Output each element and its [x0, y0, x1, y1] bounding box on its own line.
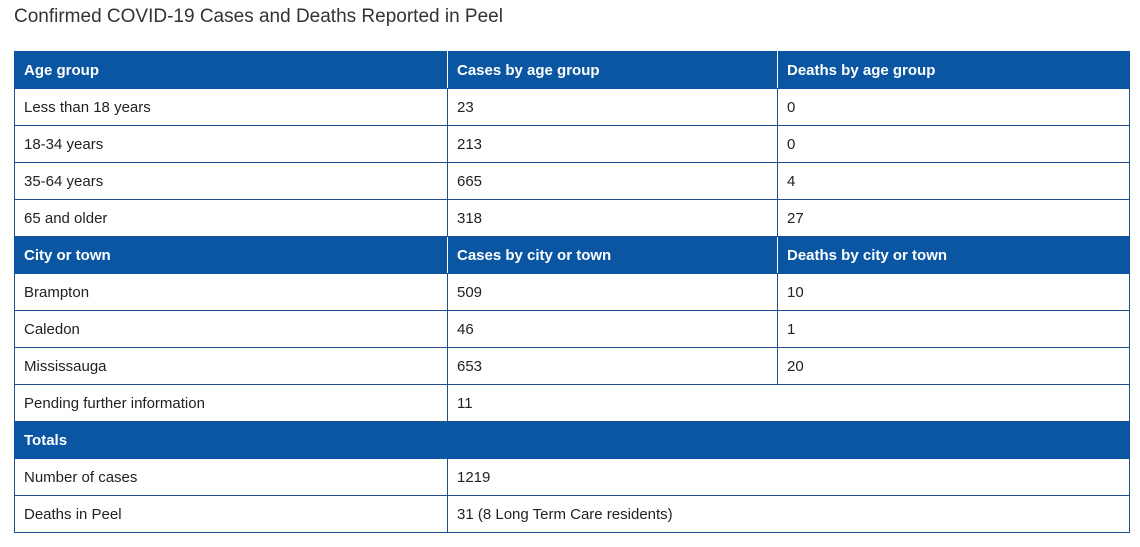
totals-value-cell: 1219	[447, 458, 1130, 496]
city-cell: Brampton	[14, 273, 448, 311]
deaths-cell: 1	[777, 310, 1130, 348]
pending-label-cell: Pending further information	[14, 384, 448, 422]
age-group-cell: 65 and older	[14, 199, 448, 237]
city-cell: Caledon	[14, 310, 448, 348]
cases-cell: 653	[447, 347, 778, 385]
city-cell: Mississauga	[14, 347, 448, 385]
table-row: 65 and older 318 27	[14, 199, 1130, 237]
cases-cell: 665	[447, 162, 778, 200]
page-title: Confirmed COVID-19 Cases and Deaths Repo…	[14, 6, 503, 27]
age-group-cell: 18-34 years	[14, 125, 448, 163]
table-row: Pending further information 11	[14, 384, 1130, 422]
table-header-row-totals: Totals	[14, 421, 1130, 459]
deaths-cell: 10	[777, 273, 1130, 311]
table-row: Less than 18 years 23 0	[14, 88, 1130, 126]
column-header-age-group: Age group	[14, 51, 448, 89]
table-row: 18-34 years 213 0	[14, 125, 1130, 163]
cases-cell: 318	[447, 199, 778, 237]
table-row: Mississauga 653 20	[14, 347, 1130, 385]
column-header-deaths-by-age: Deaths by age group	[777, 51, 1130, 89]
table-header-row-age: Age group Cases by age group Deaths by a…	[14, 51, 1130, 89]
cases-cell: 23	[447, 88, 778, 126]
totals-label-cell: Number of cases	[14, 458, 448, 496]
cases-cell: 46	[447, 310, 778, 348]
cases-cell: 509	[447, 273, 778, 311]
age-group-cell: 35-64 years	[14, 162, 448, 200]
column-header-cases-by-age: Cases by age group	[447, 51, 778, 89]
deaths-cell: 4	[777, 162, 1130, 200]
deaths-cell: 27	[777, 199, 1130, 237]
pending-cases-cell: 11	[447, 384, 1130, 422]
age-group-cell: Less than 18 years	[14, 88, 448, 126]
deaths-cell: 0	[777, 88, 1130, 126]
table-header-row-city: City or town Cases by city or town Death…	[14, 236, 1130, 274]
table-row: Number of cases 1219	[14, 458, 1130, 496]
cases-cell: 213	[447, 125, 778, 163]
deaths-cell: 20	[777, 347, 1130, 385]
column-header-city-or-town: City or town	[14, 236, 448, 274]
totals-value-cell: 31 (8 Long Term Care residents)	[447, 495, 1130, 533]
totals-header: Totals	[14, 421, 1130, 459]
deaths-cell: 0	[777, 125, 1130, 163]
column-header-deaths-by-city: Deaths by city or town	[777, 236, 1130, 274]
covid-cases-table: Age group Cases by age group Deaths by a…	[14, 51, 1130, 533]
totals-label-cell: Deaths in Peel	[14, 495, 448, 533]
column-header-cases-by-city: Cases by city or town	[447, 236, 778, 274]
table-row: Deaths in Peel 31 (8 Long Term Care resi…	[14, 495, 1130, 533]
table-row: Brampton 509 10	[14, 273, 1130, 311]
table-row: Caledon 46 1	[14, 310, 1130, 348]
table-row: 35-64 years 665 4	[14, 162, 1130, 200]
